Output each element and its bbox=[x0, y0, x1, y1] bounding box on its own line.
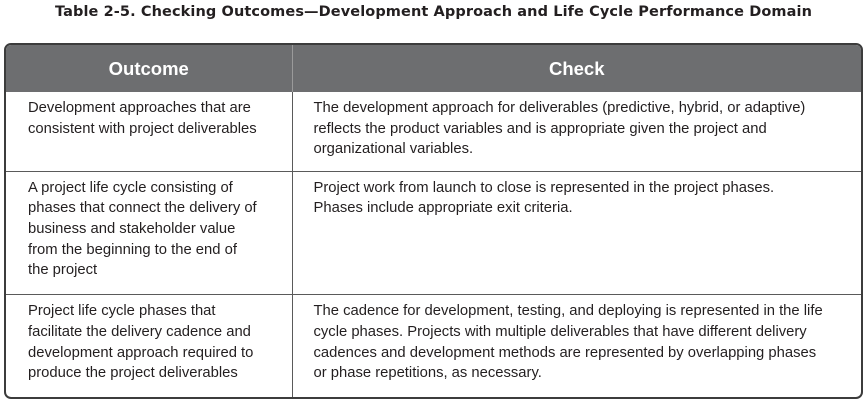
table-row: Development approaches that are consiste… bbox=[6, 92, 861, 172]
outcome-cell: A project life cycle consisting of phase… bbox=[6, 170, 292, 295]
outcome-column-header: Outcome bbox=[108, 57, 189, 79]
outcomes-table-container: Outcome Check Development approaches tha… bbox=[4, 43, 863, 399]
check-text: The cadence for development, testing, an… bbox=[313, 303, 823, 382]
outcome-text: Development approaches that are consiste… bbox=[28, 100, 257, 137]
check-text: The development approach for deliverable… bbox=[313, 100, 806, 158]
outcome-text: A project life cycle consisting of phase… bbox=[28, 179, 257, 279]
check-column-header: Check bbox=[291, 45, 861, 92]
table-header-row: Outcome Check bbox=[6, 45, 861, 92]
table-row: A project life cycle consisting of phase… bbox=[6, 170, 861, 295]
check-cell: The cadence for development, testing, an… bbox=[291, 294, 861, 397]
check-cell: The development approach for deliverable… bbox=[291, 92, 861, 172]
outcomes-table: Outcome Check Development approaches tha… bbox=[6, 45, 861, 397]
outcome-text: Project life cycle phases that facilitat… bbox=[28, 303, 254, 382]
outcome-cell: Development approaches that are consiste… bbox=[6, 92, 292, 171]
table-caption: Table 2-5. Checking Outcomes—Development… bbox=[54, 4, 812, 20]
check-cell: Project work from launch to close is rep… bbox=[291, 170, 861, 295]
check-text: Project work from launch to close is rep… bbox=[313, 179, 775, 217]
outcome-cell: Project life cycle phases that facilitat… bbox=[6, 294, 292, 397]
table-row: Project life cycle phases that facilitat… bbox=[6, 294, 861, 397]
